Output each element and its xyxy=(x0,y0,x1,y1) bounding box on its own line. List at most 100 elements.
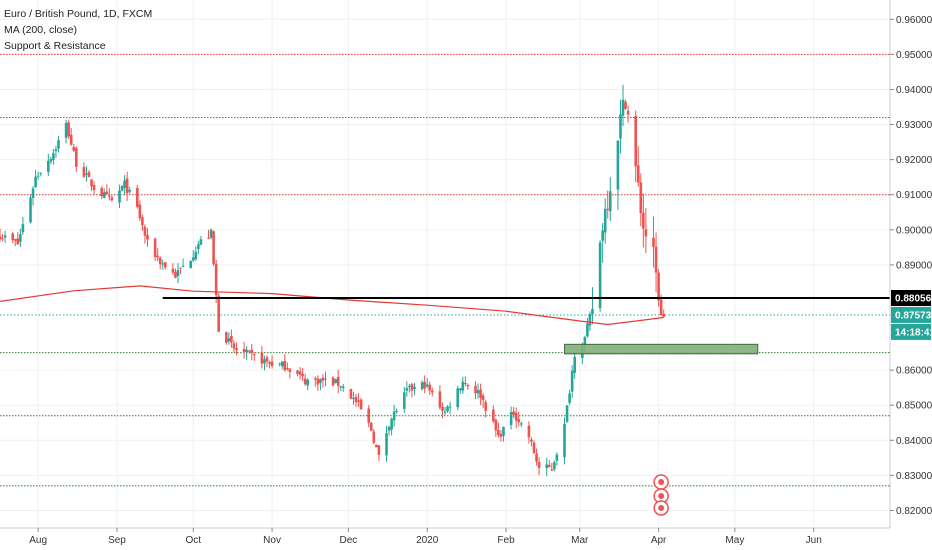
time-tick-label: Aug xyxy=(29,535,47,546)
candle-body xyxy=(456,388,460,408)
candle-body xyxy=(565,405,569,422)
candle-body xyxy=(390,418,393,430)
candle-body xyxy=(626,110,630,115)
candle-body xyxy=(624,101,627,109)
time-tick-label: Dec xyxy=(339,535,357,546)
candle-body xyxy=(375,444,378,448)
demand-zone xyxy=(564,343,759,355)
candle-body xyxy=(189,261,193,268)
countdown-tag: 14:18:41 xyxy=(895,327,932,338)
candle-body xyxy=(194,251,198,260)
candle-body xyxy=(492,409,495,422)
time-tick-label: Sep xyxy=(108,535,126,546)
candle-body xyxy=(314,378,317,380)
candle-body xyxy=(341,386,345,389)
time-axis[interactable]: Aug Sep Oct Nov Dec 2020 Feb Mar Apr May Jun xyxy=(0,527,932,550)
price-tags: 0.88056 0.87573 14:18:41 xyxy=(891,289,932,340)
candle-body xyxy=(588,314,592,326)
candle-body xyxy=(57,140,60,149)
price-axis[interactable]: 0.96000 0.95000 0.94000 0.93000 0.92000 0.910… xyxy=(889,0,932,550)
candle-body xyxy=(331,377,335,386)
candle-body xyxy=(425,384,429,387)
event-icons[interactable] xyxy=(653,474,669,516)
candle-body xyxy=(321,377,325,381)
candle-body xyxy=(395,410,398,412)
candle-body xyxy=(39,172,42,174)
candle-body xyxy=(494,419,498,431)
candle-body xyxy=(171,268,175,273)
price-tick-label: 0.92000 xyxy=(896,155,932,166)
countdown-tag-bg xyxy=(891,323,931,340)
candle-body xyxy=(568,393,571,403)
candle-body xyxy=(639,182,643,214)
candle-body xyxy=(85,173,88,175)
price-axis-bg xyxy=(890,0,932,550)
legend-ma[interactable]: MA (200, close) xyxy=(4,24,77,36)
candle-body xyxy=(303,378,307,385)
candle-body xyxy=(657,272,660,301)
candle-body xyxy=(634,115,638,167)
candle-body xyxy=(146,235,149,240)
candle-body xyxy=(247,350,251,352)
candle-body xyxy=(230,335,233,343)
candle-body xyxy=(108,195,111,197)
legend-sr[interactable]: Support & Resistance xyxy=(4,40,106,52)
candle-body xyxy=(217,295,220,332)
price-tick-label: 0.86000 xyxy=(896,366,932,377)
candle-body xyxy=(161,263,165,265)
candle-body xyxy=(570,370,574,392)
candle-body xyxy=(0,235,2,240)
candle-body xyxy=(430,390,434,393)
candle-body xyxy=(105,191,109,195)
candle-body xyxy=(298,371,302,375)
level-price-tag-bg xyxy=(891,289,931,306)
candle-body xyxy=(153,238,157,257)
candle-body xyxy=(209,229,213,238)
candle-body xyxy=(354,397,358,403)
candle-body xyxy=(405,387,409,391)
candle-body xyxy=(197,244,200,250)
candle-body xyxy=(530,439,533,442)
candle-body xyxy=(642,212,645,229)
candle-body xyxy=(573,356,576,373)
candle-body xyxy=(3,235,7,238)
candle-body xyxy=(19,234,22,242)
candle-body xyxy=(464,383,467,385)
candle-body xyxy=(428,384,432,391)
candle-body xyxy=(481,395,485,400)
candle-body xyxy=(136,188,139,207)
candle-body xyxy=(555,454,559,461)
candle-body xyxy=(278,363,282,365)
candle-body xyxy=(199,239,203,245)
candle-body xyxy=(156,255,159,258)
candle-body xyxy=(268,362,271,364)
candle-body xyxy=(461,381,465,391)
candle-body xyxy=(87,172,91,178)
candle-body xyxy=(11,233,15,241)
candle-body xyxy=(52,153,55,160)
candle-body xyxy=(125,178,129,194)
candle-body xyxy=(64,122,68,138)
candle-body xyxy=(466,385,470,387)
candle-body xyxy=(29,197,32,223)
candle-body xyxy=(423,381,426,389)
price-tick-label: 0.91000 xyxy=(896,190,932,201)
candle-body xyxy=(227,338,231,342)
candle-body xyxy=(36,175,40,177)
candle-body xyxy=(474,385,477,394)
price-tick-label: 0.90000 xyxy=(896,225,932,236)
candle-body xyxy=(69,134,73,145)
chart-overlays xyxy=(162,296,890,355)
price-tick-label: 0.83000 xyxy=(896,471,932,482)
candle-body xyxy=(484,402,487,411)
time-tick-label: Feb xyxy=(497,535,515,546)
legend-symbol[interactable]: Euro / British Pound, 1D, FXCM xyxy=(4,8,153,20)
event-icon xyxy=(653,500,669,516)
candle-body xyxy=(138,204,142,219)
candle-body xyxy=(92,185,96,191)
candle-body xyxy=(448,406,452,408)
time-tick-label: 2020 xyxy=(416,535,439,546)
candle-body xyxy=(47,160,50,172)
candle-body xyxy=(232,343,236,349)
